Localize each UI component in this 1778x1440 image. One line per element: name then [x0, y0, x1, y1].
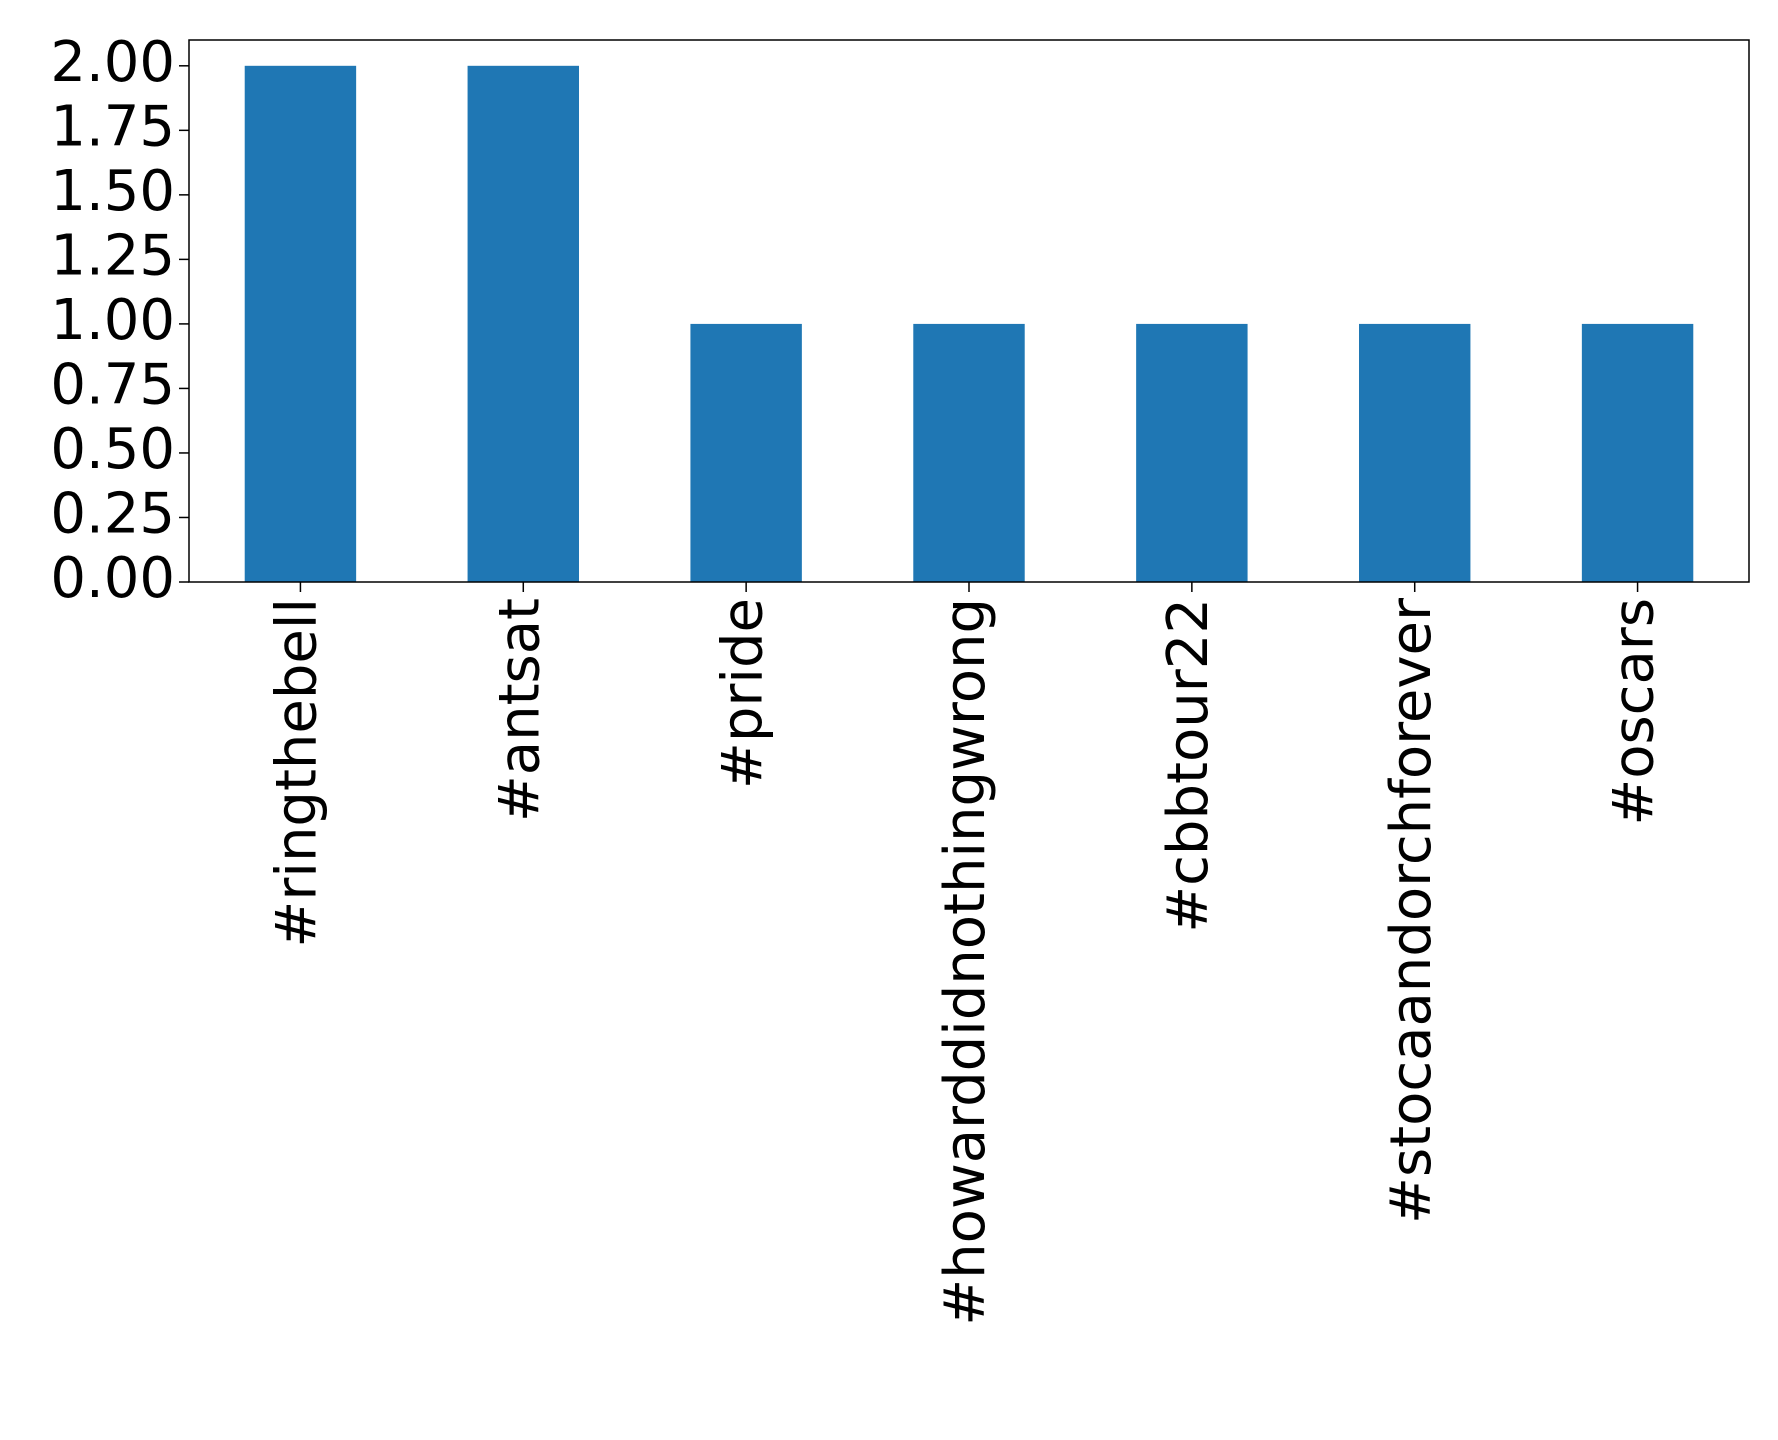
bar: [244, 65, 357, 583]
y-tick-label: 0.75: [50, 353, 175, 418]
y-tick-label: 0.25: [50, 482, 175, 547]
y-tick-label: 1.00: [50, 288, 175, 353]
x-tick-label: #oscars: [1602, 598, 1667, 826]
y-tick-label: 0.50: [50, 417, 175, 482]
x-tick-label: #pride: [710, 598, 775, 789]
bar: [1581, 323, 1694, 582]
x-tick-label: #ringthebell: [265, 598, 330, 948]
x-tick-label: #howarddidnothingwrong: [933, 598, 998, 1326]
y-tick-label: 1.25: [50, 224, 175, 289]
x-tick-label: #stocaandorchforever: [1379, 597, 1444, 1224]
bar: [913, 323, 1025, 582]
bar: [690, 323, 802, 582]
bar: [1359, 323, 1471, 582]
x-tick-label: #antsat: [487, 598, 552, 822]
y-tick-label: 0.00: [50, 546, 175, 611]
y-tick-label: 2.00: [50, 30, 175, 95]
plot-frame: [188, 39, 1750, 583]
y-tick-label: 1.75: [50, 94, 175, 159]
x-tick-label: #cbbtour22: [1156, 598, 1221, 933]
bar: [467, 65, 579, 583]
bar: [1136, 323, 1248, 582]
y-tick-label: 1.50: [50, 159, 175, 224]
